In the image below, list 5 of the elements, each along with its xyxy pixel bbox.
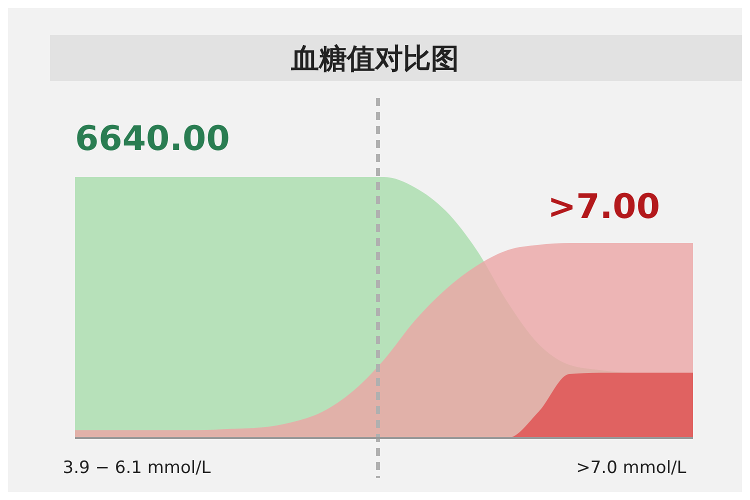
annotation: >7.00 — [548, 187, 660, 227]
x-tick-label: 3.9 − 6.1 mmol/L — [62, 458, 212, 478]
x-tick-label: >7.0 mmol/L — [576, 458, 687, 478]
chart-title: 血糖值对比图 — [290, 42, 459, 75]
text: 6640.00 — [75, 119, 230, 159]
